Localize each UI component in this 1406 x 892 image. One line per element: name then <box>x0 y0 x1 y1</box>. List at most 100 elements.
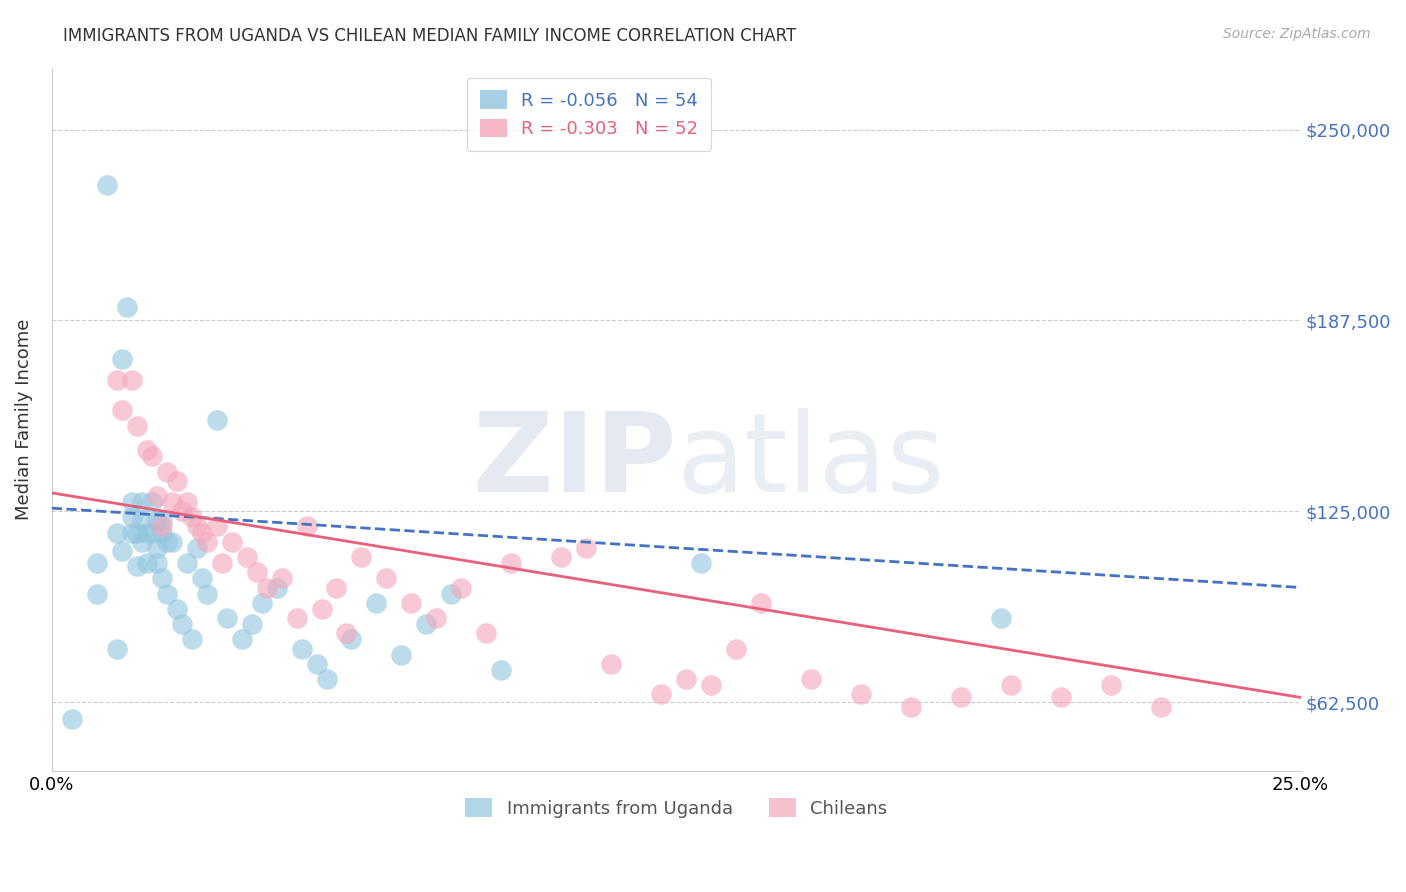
Text: ZIP: ZIP <box>472 409 676 516</box>
Point <box>900 699 922 714</box>
Point <box>475 626 498 640</box>
Point <box>180 510 202 524</box>
Point <box>125 418 148 433</box>
Point <box>105 641 128 656</box>
Point <box>375 571 398 585</box>
Point <box>311 602 333 616</box>
Point <box>325 581 347 595</box>
Point <box>145 541 167 555</box>
Point <box>105 525 128 540</box>
Point <box>401 596 423 610</box>
Point <box>180 632 202 647</box>
Point <box>221 534 243 549</box>
Point <box>650 687 672 701</box>
Point <box>1000 678 1022 692</box>
Point <box>141 525 163 540</box>
Point <box>186 519 208 533</box>
Point <box>575 541 598 555</box>
Point <box>121 525 143 540</box>
Point <box>176 495 198 509</box>
Point <box>96 178 118 192</box>
Point <box>190 571 212 585</box>
Point <box>150 513 173 527</box>
Point <box>170 504 193 518</box>
Point <box>105 373 128 387</box>
Point <box>170 617 193 632</box>
Point <box>131 513 153 527</box>
Point <box>690 556 713 570</box>
Point <box>675 672 697 686</box>
Point <box>60 712 83 726</box>
Point <box>266 581 288 595</box>
Point <box>256 581 278 595</box>
Point <box>550 549 572 564</box>
Point <box>800 672 823 686</box>
Point <box>366 596 388 610</box>
Text: Source: ZipAtlas.com: Source: ZipAtlas.com <box>1223 27 1371 41</box>
Point <box>335 626 357 640</box>
Point <box>131 495 153 509</box>
Text: atlas: atlas <box>676 409 945 516</box>
Point <box>156 534 179 549</box>
Point <box>111 544 134 558</box>
Point <box>190 525 212 540</box>
Point <box>195 586 218 600</box>
Point <box>295 519 318 533</box>
Point <box>450 581 472 595</box>
Point <box>949 690 972 705</box>
Text: IMMIGRANTS FROM UGANDA VS CHILEAN MEDIAN FAMILY INCOME CORRELATION CHART: IMMIGRANTS FROM UGANDA VS CHILEAN MEDIAN… <box>63 27 797 45</box>
Point <box>340 632 363 647</box>
Point <box>166 602 188 616</box>
Point <box>231 632 253 647</box>
Point <box>125 525 148 540</box>
Point <box>1099 678 1122 692</box>
Point <box>849 687 872 701</box>
Point <box>141 495 163 509</box>
Point <box>205 519 228 533</box>
Point <box>700 678 723 692</box>
Point <box>115 300 138 314</box>
Point <box>145 489 167 503</box>
Point <box>415 617 437 632</box>
Point <box>150 571 173 585</box>
Point <box>749 596 772 610</box>
Point <box>501 556 523 570</box>
Point <box>270 571 292 585</box>
Point <box>215 611 238 625</box>
Point <box>600 657 623 671</box>
Point <box>145 556 167 570</box>
Point <box>990 611 1012 625</box>
Point <box>285 611 308 625</box>
Legend: Immigrants from Uganda, Chileans: Immigrants from Uganda, Chileans <box>458 791 894 825</box>
Point <box>156 586 179 600</box>
Point <box>425 611 447 625</box>
Point <box>135 556 157 570</box>
Point <box>391 648 413 662</box>
Point <box>186 541 208 555</box>
Point <box>176 556 198 570</box>
Point <box>350 549 373 564</box>
Point <box>160 495 183 509</box>
Point <box>145 513 167 527</box>
Point <box>315 672 337 686</box>
Point <box>166 474 188 488</box>
Point <box>160 534 183 549</box>
Point <box>211 556 233 570</box>
Point <box>86 586 108 600</box>
Point <box>150 525 173 540</box>
Point <box>491 663 513 677</box>
Point <box>86 556 108 570</box>
Point <box>240 617 263 632</box>
Point <box>141 449 163 463</box>
Point <box>205 412 228 426</box>
Point <box>245 566 267 580</box>
Point <box>135 443 157 458</box>
Point <box>290 641 312 656</box>
Point <box>125 559 148 574</box>
Point <box>156 465 179 479</box>
Y-axis label: Median Family Income: Median Family Income <box>15 319 32 520</box>
Point <box>121 510 143 524</box>
Point <box>1050 690 1073 705</box>
Point <box>111 351 134 366</box>
Point <box>121 495 143 509</box>
